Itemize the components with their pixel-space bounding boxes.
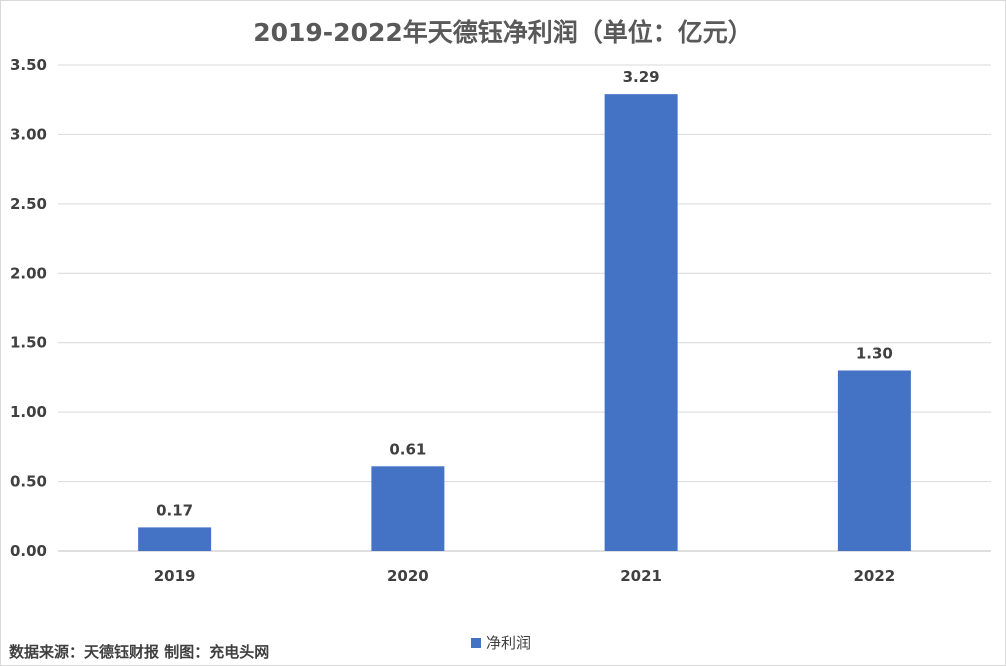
y-tick-label: 1.50 — [10, 334, 47, 352]
legend-swatch — [471, 637, 481, 648]
legend-label: 净利润 — [486, 634, 532, 652]
y-tick-label: 0.50 — [10, 473, 47, 491]
source-note: 数据来源：天德钰财报 制图：充电头网 — [9, 643, 270, 661]
y-tick-label: 3.00 — [10, 125, 47, 143]
y-tick-label: 0.00 — [10, 542, 47, 560]
x-tick-label: 2019 — [154, 567, 196, 585]
y-tick-label: 3.50 — [10, 56, 47, 74]
bar — [837, 370, 911, 551]
y-tick-label: 2.00 — [10, 264, 47, 282]
data-label: 0.17 — [156, 501, 193, 519]
y-tick-label: 1.00 — [10, 403, 47, 421]
chart-title: 2019-2022年天德钰净利润（单位：亿元） — [253, 18, 753, 47]
x-tick-label: 2021 — [620, 567, 662, 585]
data-label: 3.29 — [623, 68, 660, 86]
data-label: 0.61 — [389, 440, 426, 458]
data-label: 1.30 — [856, 344, 893, 362]
x-tick-label: 2022 — [854, 567, 896, 585]
x-tick-label: 2020 — [387, 567, 429, 585]
bar — [138, 527, 212, 551]
y-tick-label: 2.50 — [10, 195, 47, 213]
bar — [371, 466, 445, 551]
bar — [604, 94, 678, 551]
legend: 净利润 — [471, 632, 531, 653]
